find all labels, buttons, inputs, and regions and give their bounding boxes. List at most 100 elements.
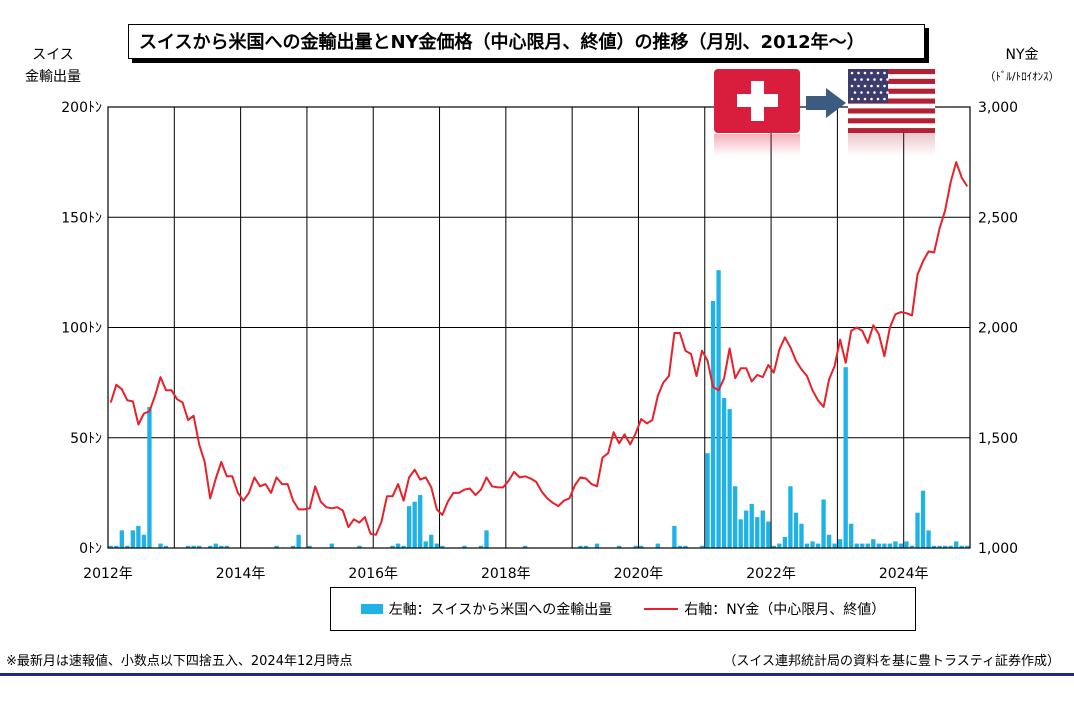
flag-stripe [848, 128, 935, 134]
bar [920, 490, 926, 548]
x-tick-label: 2012年 [83, 566, 133, 582]
flag-star [860, 91, 863, 94]
bar [832, 543, 837, 548]
flag-star [860, 78, 863, 81]
bar [749, 503, 754, 548]
line-path [109, 161, 969, 536]
flag-star [863, 71, 867, 75]
bar [158, 543, 163, 548]
bar [390, 545, 395, 548]
flag-star [870, 71, 873, 75]
bar [125, 545, 130, 548]
bar [782, 536, 788, 548]
bar [119, 530, 124, 548]
bar-series [108, 270, 970, 548]
flag-star [850, 84, 854, 88]
flag-star [873, 78, 876, 81]
bar [965, 545, 970, 548]
plot-border [107, 106, 971, 549]
flag-star [886, 91, 889, 94]
bar [114, 545, 119, 548]
bar [788, 486, 793, 548]
us-flag-icon [848, 69, 935, 156]
flag-star [850, 97, 854, 101]
flag-star [866, 91, 870, 94]
footnote: ※最新月は速報値、小数点以下四捨五入、2024年12月時点 [6, 654, 353, 669]
bar [197, 545, 202, 548]
bar [766, 521, 771, 548]
bar [826, 534, 832, 548]
x-tick-label: 2014年 [216, 566, 266, 582]
flag-stripe [848, 69, 935, 75]
bar [434, 543, 439, 548]
legend-label-line: 右軸：NY金（中心限月、終値） [684, 602, 886, 618]
bar [959, 545, 964, 548]
right-tick-label: 3,000 [978, 100, 1018, 116]
bar [849, 523, 854, 548]
flag-star [863, 97, 867, 101]
bar [406, 506, 412, 548]
bar [710, 301, 716, 548]
bar [163, 545, 169, 548]
bottom-rule [0, 673, 1074, 676]
flag-stripe [848, 108, 935, 114]
flag-star [857, 71, 860, 75]
right-axis-title-line1: NY金 [1005, 47, 1039, 63]
bar [296, 534, 301, 548]
left-axis-title: スイス 金輸出量 [20, 44, 86, 88]
bar [721, 398, 727, 548]
bar [732, 486, 738, 548]
bar [523, 545, 528, 548]
flag-star [876, 84, 880, 88]
bar [213, 543, 218, 548]
bar [887, 543, 893, 548]
bar [716, 270, 721, 548]
flag-star [853, 91, 857, 94]
bar [954, 541, 959, 548]
flag-star [873, 91, 876, 94]
bar [147, 406, 152, 548]
bar [876, 543, 881, 548]
bar [329, 543, 334, 548]
bar [898, 543, 904, 548]
bar [931, 545, 937, 548]
bar [655, 543, 660, 548]
x-tick-label: 2018年 [481, 566, 531, 582]
bar [274, 545, 279, 548]
bar [804, 543, 810, 548]
flag-star [876, 97, 880, 101]
arrow-right-icon [806, 88, 846, 118]
flag-star [857, 97, 860, 101]
bar [843, 367, 848, 548]
bar [904, 541, 909, 548]
bar [108, 545, 113, 548]
bar [865, 543, 870, 548]
x-axis-ticks: 2012年 2014年 2016年 2018年 2020年 2022年 2024年 [83, 566, 928, 582]
left-tick-label: 50ﾄﾝ [70, 431, 102, 447]
bar [191, 545, 196, 548]
x-tick-label: 2020年 [614, 566, 664, 582]
bar [412, 501, 417, 548]
grid [108, 107, 970, 548]
bar [948, 545, 953, 548]
bar [799, 523, 804, 548]
bar [185, 545, 191, 548]
flag-star [879, 91, 883, 94]
flag-stripe [848, 118, 935, 124]
legend-label-bar: 左軸：スイスから米国への金輸出量 [388, 602, 613, 618]
legend-swatch-bar [360, 604, 383, 614]
bar [594, 543, 600, 548]
bar [915, 512, 920, 548]
flag-star [883, 84, 886, 88]
flag-star [870, 97, 873, 101]
right-axis-ticks: 3,000 2,500 2,000 1,500 1,000 [978, 100, 1018, 557]
bar [224, 545, 229, 548]
bar [578, 545, 583, 548]
bar [462, 545, 467, 548]
plot-frame [107, 106, 971, 549]
bar [705, 453, 710, 548]
bar [937, 545, 942, 548]
bar [219, 545, 224, 548]
bar [357, 545, 362, 548]
